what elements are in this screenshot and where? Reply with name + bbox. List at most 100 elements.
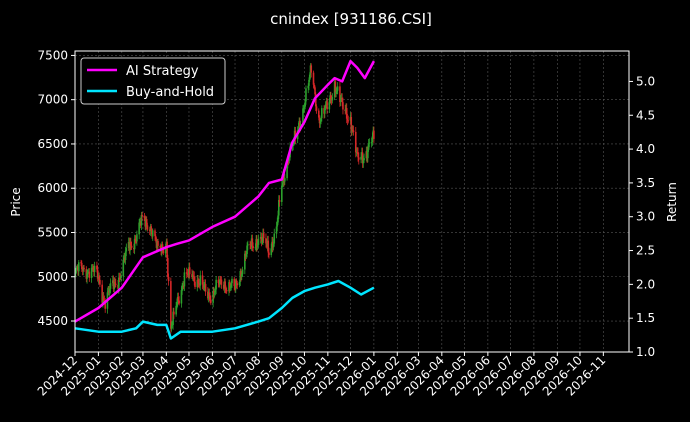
candle-body [180,290,183,304]
candle-body [183,272,186,287]
candle-body [314,87,316,95]
candle-body [240,271,242,277]
candle-body [361,152,364,164]
candle-body [124,251,127,260]
candle-body [288,157,291,161]
candle-body [210,299,212,303]
candle-body [93,265,96,273]
candle-body [154,236,157,240]
candle-body [307,85,310,89]
candle-body [170,325,173,329]
candle-body [138,222,140,235]
candle-body [196,279,199,288]
candle-body [262,233,265,239]
candle-body [354,131,357,153]
candle-body [252,246,254,249]
candle-body [99,279,101,285]
y-tick-label-right: 1.5 [636,311,655,325]
candle-body [197,283,200,285]
candle-body [352,130,355,132]
candle-body [277,215,279,223]
y-axis-label-right: Return [665,182,679,222]
candle-body [166,241,168,259]
candle-body [188,267,191,275]
candle-body [177,296,180,301]
candle-body [133,238,136,250]
candle-body [320,118,322,122]
y-tick-label-left: 4500 [37,314,68,328]
candle-body [134,238,137,240]
candle-body [122,260,125,277]
ai-strategy-line [74,59,376,323]
candle-body [299,124,302,128]
y-tick-label-right: 3.5 [636,176,655,190]
candle-body [268,252,270,256]
candle-body [154,230,156,237]
candle-body [244,253,246,270]
candle-body [102,296,105,301]
candle-body [204,283,207,292]
candle-body [260,237,263,242]
candle-body [92,267,94,270]
candle-body [293,140,295,144]
candle-body [305,88,307,102]
candle-body [339,86,341,102]
candle-body [219,279,221,285]
candle-body [246,245,248,255]
candle-body [164,246,167,254]
candle-body [220,279,223,285]
candle-body [130,242,132,246]
candle-body [225,288,227,291]
candle-body [241,269,244,275]
candle-body [350,117,353,132]
candle-body [167,276,170,282]
candle-body [347,120,350,122]
y-tick-label-left: 5000 [37,270,68,284]
candle-body [173,311,175,315]
y-tick-label-right: 2.0 [636,277,655,291]
candle-body [130,245,133,248]
candle-body [109,283,112,289]
candle-body [314,94,317,107]
candle-body [236,283,239,286]
candle-body [281,185,283,202]
candle-body [278,200,281,202]
candle-body [315,106,318,111]
legend-label-ai-strategy: AI Strategy [126,64,199,79]
candle-body [157,241,159,246]
candle-body [334,81,337,93]
candle-body [284,178,286,182]
candle-body [319,121,322,124]
candle-body [328,101,331,110]
legend-label-buy-and-hold: Buy-and-Hold [126,85,214,100]
candle-body [367,143,370,150]
candle-body [302,107,305,109]
candle-body [214,289,217,293]
candle-body [212,290,214,303]
candle-body [247,244,249,246]
candle-body [77,262,80,272]
candle-body [331,97,334,101]
y-tick-label-left: 7000 [37,93,68,107]
candle-body [256,239,258,247]
candle-body [185,272,188,274]
candle-body [167,258,169,277]
candle-body [363,158,365,161]
y-tick-label-right: 2.5 [636,244,655,258]
candle-body [83,267,85,270]
candle-body [117,277,120,289]
candle-body [318,117,321,124]
candle-body [241,274,243,277]
candle-body [357,157,360,160]
candle-body [272,243,275,248]
candle-body [90,267,93,278]
candle-body [150,226,153,231]
candle-body [161,244,164,250]
candle-body [80,262,83,270]
candle-body [98,276,100,280]
candle-body [339,99,342,102]
candle-body [283,173,285,182]
candle-body [302,108,304,125]
candle-body [273,233,276,244]
